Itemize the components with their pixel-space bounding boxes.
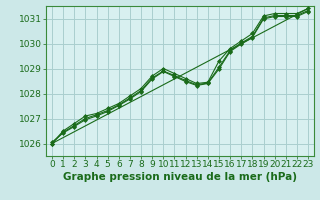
X-axis label: Graphe pression niveau de la mer (hPa): Graphe pression niveau de la mer (hPa) xyxy=(63,172,297,182)
